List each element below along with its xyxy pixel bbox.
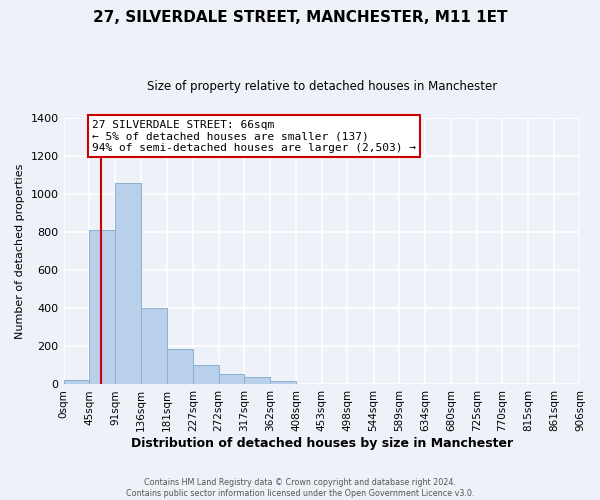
Bar [141,308,167,384]
Text: Contains HM Land Registry data © Crown copyright and database right 2024.
Contai: Contains HM Land Registry data © Crown c… [126,478,474,498]
Bar [64,380,89,384]
Bar [89,230,115,384]
Bar [218,374,244,384]
Bar [193,366,218,384]
Text: 27, SILVERDALE STREET, MANCHESTER, M11 1ET: 27, SILVERDALE STREET, MANCHESTER, M11 1… [93,10,507,25]
Bar [115,182,141,384]
Bar [167,349,193,384]
X-axis label: Distribution of detached houses by size in Manchester: Distribution of detached houses by size … [131,437,513,450]
Text: 27 SILVERDALE STREET: 66sqm
← 5% of detached houses are smaller (137)
94% of sem: 27 SILVERDALE STREET: 66sqm ← 5% of deta… [92,120,416,153]
Bar [270,380,296,384]
Bar [244,377,270,384]
Y-axis label: Number of detached properties: Number of detached properties [15,164,25,339]
Title: Size of property relative to detached houses in Manchester: Size of property relative to detached ho… [146,80,497,93]
